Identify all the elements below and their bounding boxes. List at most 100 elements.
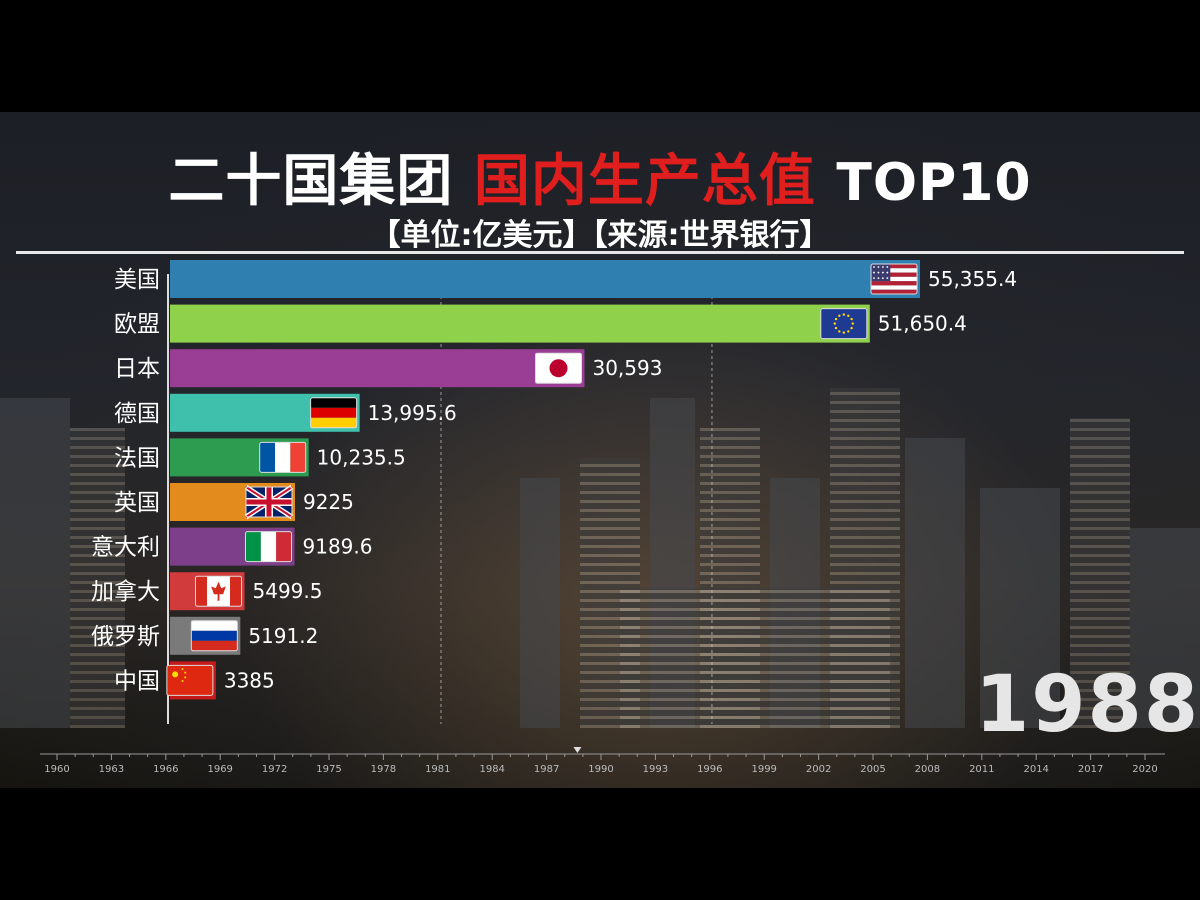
flag-part [851,322,855,325]
flag-part [871,289,917,294]
year-counter: 1988 [975,660,1200,750]
flag-border [190,620,238,652]
timeline-tick-label: 1984 [479,764,504,775]
flag-part [886,271,889,274]
flag-part [834,317,838,321]
bar [170,349,585,388]
flag-border [245,486,293,518]
timeline-tick-label: 1981 [425,764,450,775]
russia-flag [190,620,238,652]
title-white-part: 二十国集团 [168,149,454,214]
value-label: 51,650.4 [878,312,967,336]
timeline-tick-label: 1990 [588,764,613,775]
timeline-tick-label: 2008 [915,764,940,775]
flag-border [310,397,358,429]
flag-part [850,326,853,330]
flag-part [184,676,187,679]
timeline-tick-label: 1963 [99,764,124,775]
timeline-tick-label: 1999 [751,764,776,775]
chart-title: 二十国集团 国内生产总值 TOP10 [0,136,1200,217]
value-label: 30,593 [592,356,662,380]
flag-part [230,576,242,607]
flag-part [871,285,917,290]
category-label: 加拿大 [91,578,160,605]
flag-part [181,680,184,682]
flag-part [842,331,846,334]
flag-part [181,668,184,670]
title-divider [16,251,1184,254]
flag-part [172,671,179,678]
category-label: 德国 [114,401,160,427]
bar-chart: 美国 55,355.4 欧盟 51,650.4 日本 30,593 德国 13,995.6 法国… [40,260,1165,775]
flag-part [838,314,841,318]
italy-flag [245,531,293,563]
category-label: 法国 [114,445,160,471]
bar [170,304,870,343]
flag-part [260,531,277,562]
category-label: 俄罗斯 [91,624,160,650]
flag-part [838,330,841,333]
canada-flag [195,575,243,607]
timeline-tick-label: 1978 [371,764,396,775]
timeline-tick-label: 1966 [153,764,178,775]
uk-flag [244,484,294,520]
title-red-part: 国内生产总值 [473,149,816,214]
flag-border [195,575,243,607]
timeline-tick-label: 2014 [1023,764,1048,775]
flag-part [877,271,880,274]
flag-border [534,352,582,384]
timeline-tick-label: 1993 [643,764,668,775]
timeline-tick-label: 1960 [44,764,69,775]
flag-part [871,272,917,277]
timeline-tick-label: 2017 [1078,764,1103,775]
flag-part [310,397,357,408]
category-label: 欧盟 [114,312,160,338]
china-flag [166,664,214,696]
category-label: 英国 [114,490,160,516]
flag-border [245,531,293,563]
flag-part [847,330,850,333]
category-label: 意大利 [91,535,160,561]
timeline-tick-label: 1972 [262,764,287,775]
flag-part [276,531,292,562]
flag-part [211,581,226,601]
flag-part [184,671,187,674]
timeline-tick-label: 2002 [806,764,831,775]
flag-part [191,620,238,631]
flag-part [873,271,875,274]
flag-part [834,326,838,330]
bar [170,260,920,298]
flag-part [259,442,276,473]
flag-part [850,317,853,321]
flag-part [842,313,846,316]
flag-border [820,308,868,340]
category-label: 中国 [114,668,160,694]
flag-part [191,630,238,641]
flag-part [166,665,213,696]
flag-part [310,407,357,418]
usa-flag [870,263,918,295]
flag-part [881,271,884,274]
flag-part [290,442,306,473]
flag-part [871,276,917,282]
eu-flag [820,308,868,340]
title-suffix: TOP10 [836,153,1032,213]
timeline-tick-label: 2020 [1132,764,1157,775]
flag-part [820,308,867,339]
timeline-tick-label: 1969 [207,764,232,775]
flag-part [549,359,568,378]
flag-part [871,264,917,269]
value-label: 5191.2 [248,624,318,648]
flag-part [191,640,238,651]
value-label: 5499.5 [253,579,323,603]
timeline-tick-label: 1996 [697,764,722,775]
category-label: 美国 [114,267,160,293]
flag-part [873,266,875,268]
flag-part [195,576,208,607]
chart-subtitle: 【单位:亿美元】【来源:世界银行】 [370,218,830,253]
flag-part [245,531,261,562]
value-label: 13,995.6 [368,401,457,425]
timeline-tick-label: 1975 [316,764,341,775]
flag-part [877,266,880,268]
timeline-marker [573,747,582,753]
